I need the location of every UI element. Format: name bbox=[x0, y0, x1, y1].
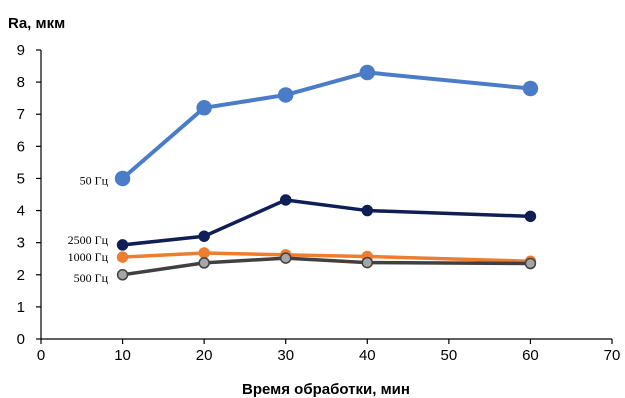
data-point bbox=[198, 257, 210, 269]
data-point bbox=[198, 247, 210, 259]
x-tick-label: 40 bbox=[359, 347, 376, 364]
x-tick-label: 30 bbox=[277, 347, 294, 364]
x-tick-label: 20 bbox=[196, 347, 213, 364]
y-tick-label: 6 bbox=[17, 138, 25, 155]
data-point bbox=[524, 257, 537, 270]
data-point bbox=[359, 64, 376, 81]
data-point bbox=[277, 87, 294, 103]
x-tick-label: 0 bbox=[37, 347, 45, 364]
y-axis-label: Ra, мкм bbox=[8, 15, 65, 32]
data-point bbox=[198, 230, 210, 242]
data-point bbox=[116, 251, 129, 263]
series-label: 2500 Гц bbox=[68, 233, 109, 247]
y-tick-label: 8 bbox=[17, 74, 25, 91]
y-tick-label: 2 bbox=[17, 267, 25, 284]
x-axis-label: Время обработки, мин bbox=[242, 381, 410, 398]
series-label: 500 Гц bbox=[74, 271, 109, 285]
data-point bbox=[116, 269, 129, 281]
series-label: 1000 Гц bbox=[68, 250, 109, 264]
x-tick-label: 70 bbox=[604, 347, 621, 364]
series-label: 50 Гц bbox=[80, 173, 109, 187]
y-tick-label: 7 bbox=[17, 106, 25, 123]
data-point bbox=[522, 80, 539, 97]
series-line bbox=[122, 198, 531, 247]
x-tick-label: 60 bbox=[522, 347, 539, 364]
y-tick-label: 3 bbox=[17, 235, 25, 252]
data-point bbox=[279, 194, 292, 206]
data-point bbox=[361, 204, 374, 217]
data-point bbox=[524, 210, 537, 223]
x-tick-label: 50 bbox=[441, 347, 458, 364]
data-point bbox=[196, 100, 212, 116]
y-tick-label: 1 bbox=[17, 299, 25, 316]
data-point bbox=[361, 256, 374, 269]
y-tick-label: 5 bbox=[17, 170, 25, 187]
y-tick-label: 4 bbox=[17, 203, 25, 220]
data-point bbox=[279, 252, 292, 264]
x-tick-label: 10 bbox=[114, 347, 131, 364]
data-point bbox=[114, 170, 131, 187]
y-tick-label: 9 bbox=[17, 42, 25, 59]
series-line bbox=[121, 70, 531, 180]
y-tick-label: 0 bbox=[17, 331, 25, 348]
data-point bbox=[116, 239, 129, 251]
